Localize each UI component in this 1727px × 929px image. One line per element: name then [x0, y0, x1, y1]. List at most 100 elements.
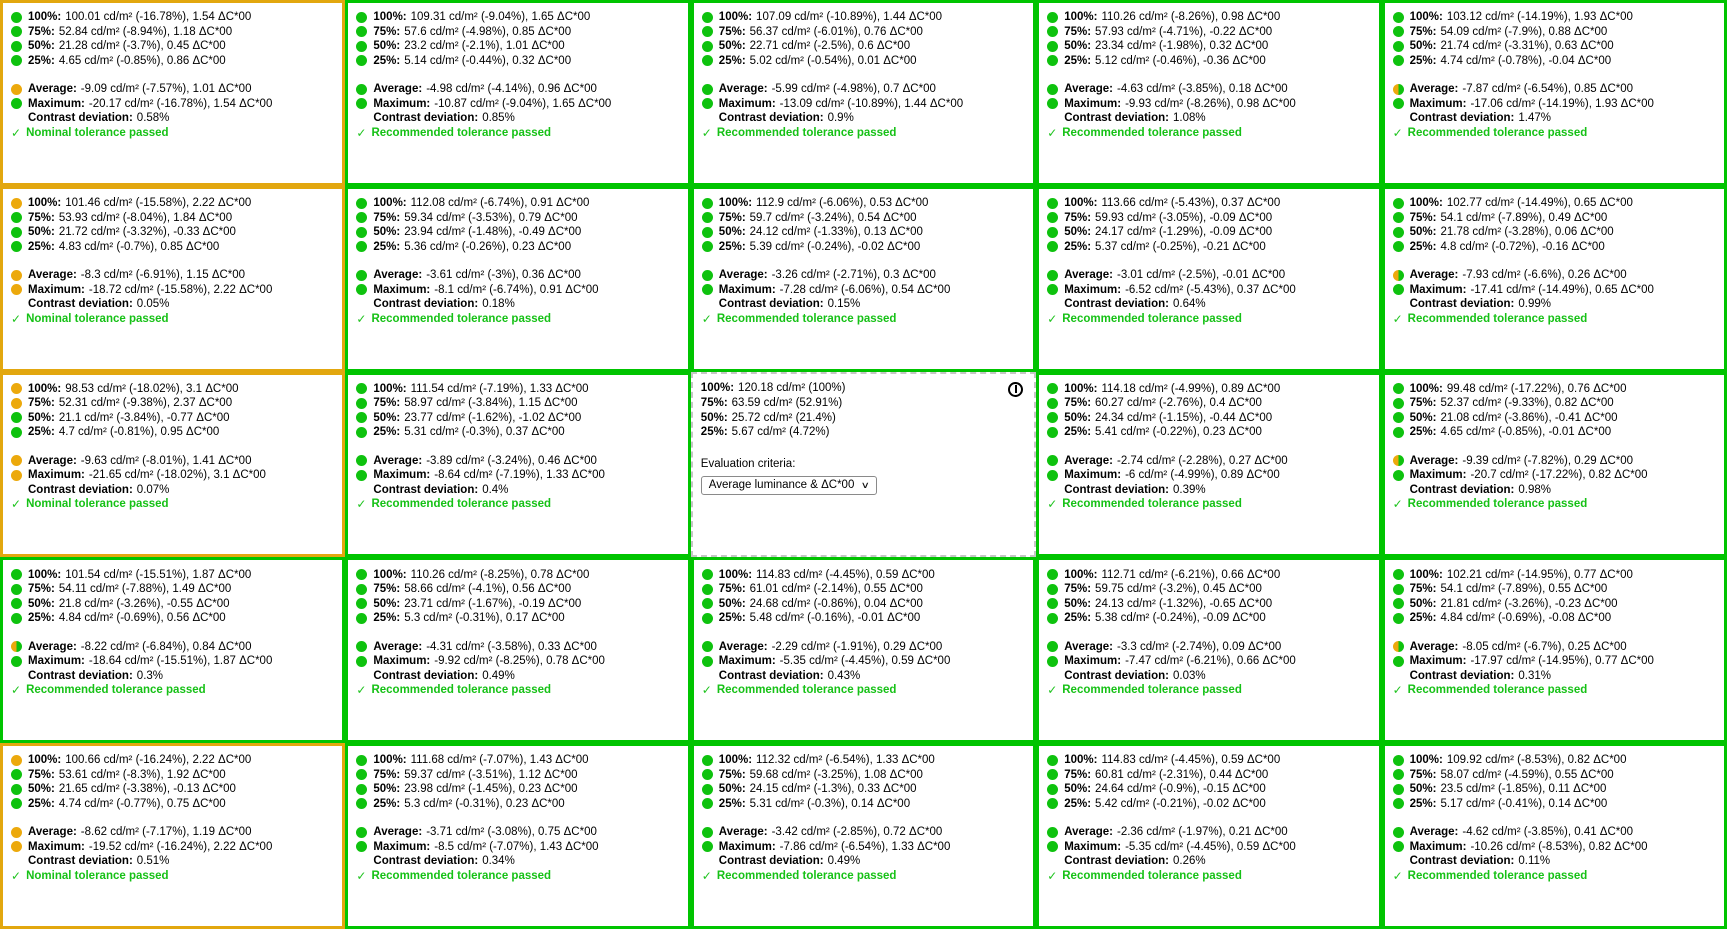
measurement-value: 4.84 cd/m² (-0.69%), -0.08 ΔC*00 [1440, 612, 1612, 625]
measurement-value: 112.32 cd/m² (-6.54%), 1.33 ΔC*00 [756, 754, 935, 767]
contrast-deviation-line: Contrast deviation: 0.03% [1047, 668, 1370, 683]
contrast-deviation-label: Contrast deviation: [28, 112, 133, 125]
measurement-value: -17.41 cd/m² (-14.49%), 0.65 ΔC*00 [1470, 283, 1654, 296]
tolerance-dot-icon [1047, 583, 1059, 595]
measurement-value: 21.8 cd/m² (-3.26%), -0.55 ΔC*00 [58, 597, 230, 610]
measurement-label: 25%: [1409, 612, 1437, 625]
measurement-label: 75%: [28, 211, 55, 224]
measurement-value: -2.29 cd/m² (-1.91%), 0.29 ΔC*00 [771, 640, 943, 653]
tolerance-dot-icon [701, 583, 713, 595]
tolerance-status: ✓ Recommended tolerance passed [356, 683, 679, 698]
checkmark-icon: ✓ [701, 125, 712, 140]
checkmark-icon: ✓ [1392, 497, 1403, 512]
tolerance-status-text: Recommended tolerance passed [716, 684, 897, 697]
contrast-deviation-label: Contrast deviation: [1064, 483, 1169, 496]
tolerance-dot-icon [1047, 197, 1059, 209]
measurement-label: Average: [1409, 83, 1459, 96]
measurement-line: Maximum: -8.5 cd/m² (-7.07%), 1.43 ΔC*00 [356, 840, 679, 855]
checkmark-icon: ✓ [1392, 125, 1403, 140]
measurement-label: Average: [28, 269, 77, 282]
tolerance-dot-icon [1047, 26, 1059, 38]
contrast-deviation-value: 0.49% [827, 855, 861, 868]
tolerance-status-text: Recommended tolerance passed [371, 869, 552, 882]
contrast-deviation-value: 0.07% [136, 483, 170, 496]
measurement-value: 58.97 cd/m² (-3.84%), 1.15 ΔC*00 [404, 397, 578, 410]
contrast-deviation-line: Contrast deviation: 0.15% [702, 297, 1025, 312]
tolerance-status: ✓ Nominal tolerance passed [11, 497, 334, 512]
tolerance-dot-icon [356, 40, 368, 52]
contrast-deviation-label: Contrast deviation: [1064, 669, 1169, 682]
uniformity-cell-r1-c1: 100%: 100.01 cd/m² (-16.78%), 1.54 ΔC*00 7… [0, 0, 346, 186]
contrast-deviation-value: 0.34% [482, 855, 515, 868]
evaluation-criteria-select[interactable]: Average luminance & ΔC*00 ∨ [700, 476, 877, 496]
tolerance-status-text: Recommended tolerance passed [1407, 126, 1588, 139]
measurement-line: 75%: 54.09 cd/m² (-7.9%), 0.88 ΔC*00 [1392, 25, 1716, 40]
measurement-line: 100%: 101.54 cd/m² (-15.51%), 1.87 ΔC*00 [11, 567, 334, 582]
tolerance-dot-icon [701, 655, 713, 667]
measurement-value: 107.09 cd/m² (-10.89%), 1.44 ΔC*00 [756, 11, 943, 24]
contrast-deviation-value: 0.85% [482, 112, 515, 125]
uniformity-cell-r1-c3: 100%: 107.09 cd/m² (-10.89%), 1.44 ΔC*00 7… [690, 0, 1037, 186]
measurement-line: Average: -2.74 cd/m² (-2.28%), 0.27 ΔC*00 [1047, 454, 1370, 469]
measurement-label: 100%: [28, 754, 62, 767]
measurement-line: 75%: 52.37 cd/m² (-9.33%), 0.82 ΔC*00 [1392, 396, 1716, 411]
measurement-value: -7.86 cd/m² (-6.54%), 1.33 ΔC*00 [779, 840, 951, 853]
measurement-value: 109.31 cd/m² (-9.04%), 1.65 ΔC*00 [410, 11, 591, 24]
measurement-label: 25%: [373, 612, 401, 625]
measurement-value: 101.46 cd/m² (-15.58%), 2.22 ΔC*00 [65, 197, 252, 210]
tolerance-dot-icon [1047, 55, 1059, 67]
measurement-value: -7.28 cd/m² (-6.06%), 0.54 ΔC*00 [779, 283, 951, 296]
uniformity-cell-r1-c4: 100%: 110.26 cd/m² (-8.26%), 0.98 ΔC*00 75… [1036, 0, 1382, 186]
contrast-deviation-value: 0.18% [482, 298, 515, 311]
tolerance-dot-icon [1392, 754, 1404, 766]
measurement-label: Average: [718, 826, 768, 839]
measurement-value: -6 cd/m² (-4.99%), 0.89 ΔC*00 [1125, 469, 1280, 482]
checkmark-icon: ✓ [11, 125, 22, 140]
tolerance-dot-icon [356, 397, 368, 409]
tolerance-dot-icon [1392, 569, 1404, 581]
tolerance-dot-icon [11, 826, 22, 838]
measurement-line: 25%: 4.8 cd/m² (-0.72%), -0.16 ΔC*00 [1392, 239, 1716, 254]
tolerance-dot-icon [1392, 98, 1404, 110]
contrast-deviation-label: Contrast deviation: [718, 112, 824, 125]
measurement-line: 100%: 102.21 cd/m² (-14.95%), 0.77 ΔC*00 [1392, 567, 1716, 582]
tolerance-dot-icon [1047, 241, 1059, 253]
contrast-deviation-label: Contrast deviation: [1409, 669, 1515, 682]
tolerance-dot-icon [1392, 397, 1404, 409]
measurement-value: 21.65 cd/m² (-3.38%), -0.13 ΔC*00 [58, 783, 236, 796]
tolerance-dot-icon [11, 598, 22, 610]
tolerance-status: ✓ Recommended tolerance passed [356, 311, 679, 326]
tolerance-dot-icon [1392, 769, 1404, 781]
tolerance-dot-icon [701, 40, 713, 52]
measurement-label: 50%: [1064, 40, 1092, 53]
select-value: Average luminance & ΔC*00 [708, 479, 855, 492]
measurement-line: Average: -4.63 cd/m² (-3.85%), 0.18 ΔC*00 [1047, 82, 1370, 97]
measurement-label: Maximum: [28, 469, 85, 482]
tolerance-dot-icon [701, 598, 713, 610]
measurement-line: 50%: 24.15 cd/m² (-1.3%), 0.33 ΔC*00 [701, 782, 1025, 797]
measurement-line: 25%: 5.38 cd/m² (-0.24%), -0.09 ΔC*00 [1047, 611, 1370, 626]
measurement-line: 75%: 59.37 cd/m² (-3.51%), 1.12 ΔC*00 [356, 768, 679, 783]
measurement-label: 75%: [373, 211, 401, 224]
measurement-value: 25.72 cd/m² (21.4%) [731, 411, 836, 424]
info-icon[interactable] [1008, 381, 1024, 397]
measurement-value: -3.61 cd/m² (-3%), 0.36 ΔC*00 [426, 269, 581, 282]
measurement-label: 75%: [28, 25, 55, 38]
measurement-value: 56.37 cd/m² (-6.01%), 0.76 ΔC*00 [749, 25, 923, 38]
measurement-line: 25%: 4.7 cd/m² (-0.81%), 0.95 ΔC*00 [11, 425, 334, 440]
tolerance-dot-icon [1392, 26, 1404, 38]
measurement-line: 100%: 111.54 cd/m² (-7.19%), 1.33 ΔC*00 [356, 382, 679, 397]
measurement-label: 50%: [373, 597, 401, 610]
contrast-deviation-value: 0.03% [1172, 669, 1206, 682]
measurement-label: 100%: [1064, 11, 1098, 24]
measurement-line: 25%: 5.31 cd/m² (-0.3%), 0.14 ΔC*00 [701, 797, 1025, 812]
contrast-deviation-line: Contrast deviation: 0.34% [356, 854, 679, 869]
contrast-deviation-line: Contrast deviation: 0.85% [356, 111, 679, 126]
tolerance-dot-icon [1047, 569, 1059, 581]
measurement-label: 100%: [373, 197, 407, 210]
measurement-label: 50%: [28, 597, 55, 610]
measurement-value: 4.65 cd/m² (-0.85%), -0.01 ΔC*00 [1440, 426, 1612, 439]
measurement-line: 75%: 54.1 cd/m² (-7.89%), 0.55 ΔC*00 [1392, 582, 1716, 597]
tolerance-dot-icon [1047, 284, 1059, 296]
measurement-line: Average: -3.42 cd/m² (-2.85%), 0.72 ΔC*00 [701, 825, 1025, 840]
